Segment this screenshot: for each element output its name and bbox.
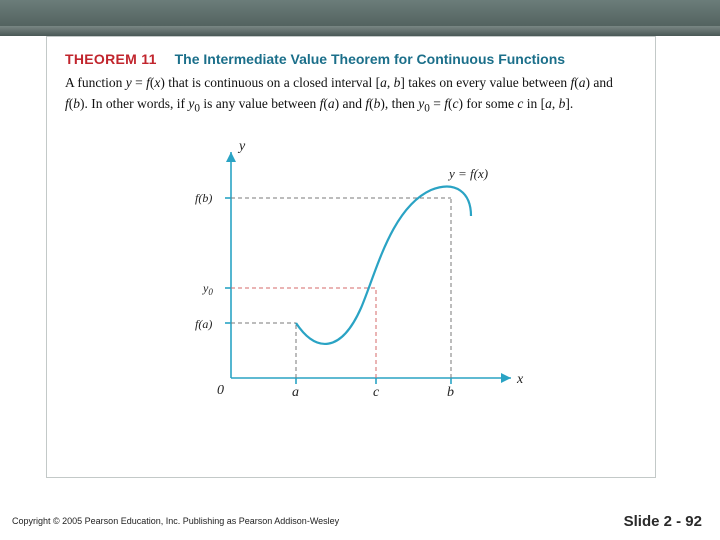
theorem-body: A function y = f(x) that is continuous o… <box>65 73 637 118</box>
a-label: a <box>292 385 299 400</box>
theorem-box: THEOREM 11 The Intermediate Value Theore… <box>46 36 656 478</box>
theorem-number: THEOREM 11 <box>65 51 157 67</box>
curve <box>296 187 471 344</box>
x-axis-arrow <box>501 373 511 383</box>
footer: Copyright © 2005 Pearson Education, Inc.… <box>0 508 720 534</box>
fa-label: f(a) <box>195 317 212 331</box>
slide-number: Slide 2 - 92 <box>624 513 702 530</box>
c-label: c <box>373 385 380 400</box>
y-axis-arrow <box>226 152 236 162</box>
header-band <box>0 0 720 36</box>
x-axis-label: x <box>516 372 524 387</box>
theorem-header: THEOREM 11 The Intermediate Value Theore… <box>65 51 637 67</box>
ivt-svg: y x 0 a c b f(a) y0 f(b) y = f(x) <box>171 138 531 418</box>
copyright-text: Copyright © 2005 Pearson Education, Inc.… <box>12 516 339 526</box>
b-label: b <box>447 385 454 400</box>
origin-label: 0 <box>217 383 224 398</box>
y-axis-label: y <box>237 139 246 154</box>
fb-label: f(b) <box>195 191 212 205</box>
curve-eq-label: y = f(x) <box>447 166 488 181</box>
theorem-title: The Intermediate Value Theorem for Conti… <box>175 51 565 67</box>
y0-label: y0 <box>202 281 213 297</box>
ivt-figure: y x 0 a c b f(a) y0 f(b) y = f(x) <box>171 138 531 418</box>
